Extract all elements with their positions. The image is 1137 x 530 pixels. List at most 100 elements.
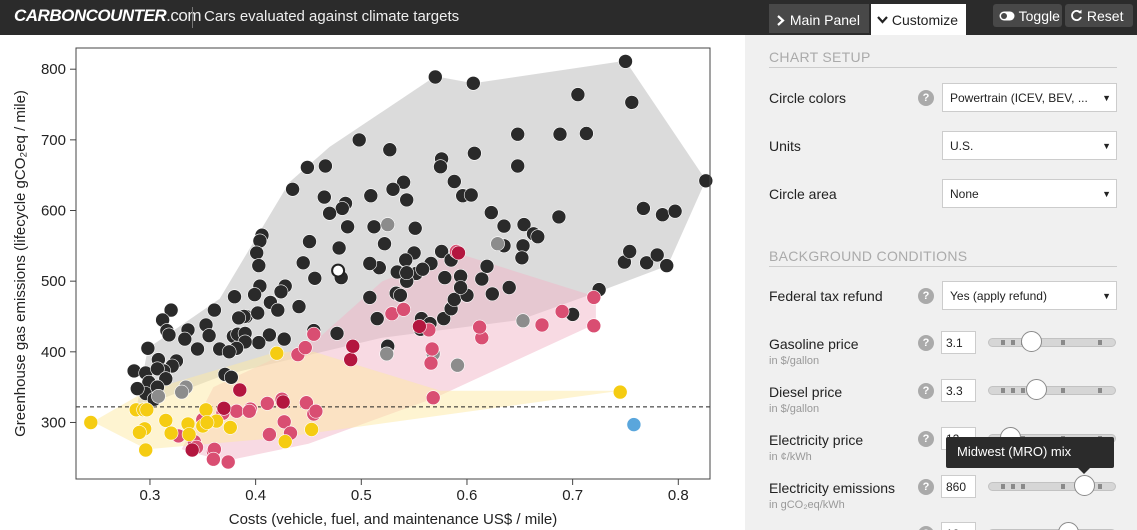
data-point-icev — [363, 188, 379, 203]
main-panel-label: Main Panel — [789, 12, 860, 28]
next-setting-input[interactable]: 12 — [941, 522, 976, 530]
data-point-icev — [434, 244, 449, 259]
data-point-hev — [299, 395, 314, 411]
x-tick-label: 0.8 — [668, 487, 689, 504]
help-icon[interactable]: ? — [918, 383, 934, 399]
data-point-phev — [451, 245, 466, 261]
data-point-bev — [181, 427, 197, 442]
help-icon[interactable]: ? — [918, 431, 934, 447]
data-point-hev — [220, 454, 236, 470]
data-point-icev — [207, 302, 222, 318]
data-point-icev — [396, 174, 411, 190]
logo-tld: .com — [166, 6, 202, 25]
data-point-bev — [139, 402, 155, 418]
help-icon[interactable]: ? — [918, 526, 934, 530]
data-point-icev — [463, 187, 479, 203]
slider-tick — [1001, 484, 1006, 489]
slider-tick — [1011, 340, 1016, 345]
data-point-icev — [231, 310, 246, 326]
data-point-icev — [130, 381, 145, 396]
data-point-icev — [496, 218, 512, 234]
data-point-icev — [636, 201, 651, 216]
x-axis-label: Costs (vehicle, fuel, and maintenance US… — [229, 511, 557, 528]
data-point-other — [490, 236, 505, 251]
diesel-price-input[interactable]: 3.3 — [941, 379, 976, 402]
chart-setup-divider — [769, 67, 1117, 68]
slider-tick — [1021, 388, 1026, 393]
data-point-icev — [177, 331, 193, 347]
chevron-down-icon: ▼ — [1102, 189, 1111, 199]
slider-tick — [1060, 388, 1065, 393]
points-layer — [83, 54, 714, 470]
tax-refund-select[interactable]: Yes (apply refund) ▼ — [942, 281, 1117, 310]
data-point-icev — [415, 261, 430, 277]
data-point-icev — [329, 326, 345, 341]
help-icon[interactable]: ? — [918, 288, 934, 304]
data-point-icev — [227, 289, 242, 305]
data-point-icev — [291, 299, 307, 314]
units-value: U.S. — [950, 139, 974, 153]
circle-colors-select[interactable]: Powertrain (ICEV, BEV, ... ▼ — [942, 83, 1117, 112]
customize-button[interactable]: Customize — [871, 4, 966, 35]
slider-knob[interactable] — [1058, 522, 1080, 530]
data-point-icev — [161, 327, 177, 343]
data-point-phev — [232, 382, 248, 398]
data-point-icev — [479, 259, 495, 274]
data-point-phev — [412, 319, 427, 334]
data-point-fcev — [626, 417, 642, 432]
data-point-bev — [269, 345, 285, 361]
y-tick-label: 600 — [41, 203, 66, 220]
data-point-icev — [318, 158, 333, 174]
data-point-icev — [300, 160, 315, 175]
data-point-icev — [362, 256, 378, 271]
slider-knob[interactable] — [1025, 379, 1047, 400]
toggle-label: Toggle — [1018, 8, 1060, 24]
chart-area: 0.3 0.4 0.5 0.6 0.7 0.8 300 400 500 600 700 800 Cos… — [0, 35, 740, 530]
tooltip-arrow — [1078, 468, 1090, 474]
site-logo[interactable]: CARBONCOUNTER.com — [14, 6, 202, 26]
toggle-button[interactable]: Toggle — [993, 4, 1062, 27]
gasoline-price-slider[interactable] — [988, 331, 1116, 352]
units-select[interactable]: U.S. ▼ — [942, 131, 1117, 160]
data-point-bev — [223, 420, 238, 435]
electricity-emissions-input[interactable]: 860 — [941, 475, 976, 498]
y-axis-label: Greenhouse gas emissions (lifecycle gCO₂… — [12, 90, 29, 437]
data-point-icev — [649, 247, 665, 263]
slider-tick — [1011, 484, 1016, 489]
electricity-emissions-slider[interactable] — [988, 475, 1116, 496]
data-point-hev — [425, 390, 441, 406]
data-point-icev — [433, 159, 448, 174]
data-point-icev — [624, 95, 640, 110]
data-point-icev — [453, 280, 468, 295]
refresh-icon — [1071, 9, 1082, 21]
help-icon[interactable]: ? — [918, 335, 934, 351]
data-point-other — [379, 346, 395, 362]
circle-area-value: None — [950, 187, 979, 201]
data-point-icev — [474, 271, 490, 287]
slider-knob[interactable] — [1073, 475, 1095, 496]
data-point-icev — [570, 87, 586, 102]
slider-tick — [1021, 484, 1026, 489]
diesel-price-slider[interactable] — [988, 379, 1116, 400]
data-point-icev — [393, 287, 408, 303]
circle-area-select[interactable]: None ▼ — [942, 179, 1117, 208]
electricity-price-unit: in ¢/kWh — [769, 451, 812, 463]
slider-tick — [1001, 388, 1006, 393]
help-icon[interactable]: ? — [918, 479, 934, 495]
reset-button[interactable]: Reset — [1065, 4, 1133, 27]
electricity-price-label: Electricity price — [769, 432, 864, 448]
data-point-icev — [340, 219, 355, 235]
gasoline-price-input[interactable]: 3.1 — [941, 331, 976, 354]
help-icon[interactable]: ? — [918, 90, 934, 106]
main-panel-button[interactable]: Main Panel — [769, 4, 869, 33]
data-point-bev — [138, 442, 153, 458]
grid-mix-tooltip: Midwest (MRO) mix — [946, 437, 1114, 468]
axes-layer: 0.3 0.4 0.5 0.6 0.7 0.8 300 400 500 600 700 800 — [41, 61, 689, 504]
data-point-icev — [316, 189, 332, 205]
slider-tick — [1001, 340, 1006, 345]
data-point-hev — [472, 319, 487, 335]
data-point-other — [151, 388, 166, 404]
data-point-icev — [618, 54, 633, 69]
data-point-icev — [201, 328, 217, 343]
slider-knob[interactable] — [1020, 331, 1042, 352]
